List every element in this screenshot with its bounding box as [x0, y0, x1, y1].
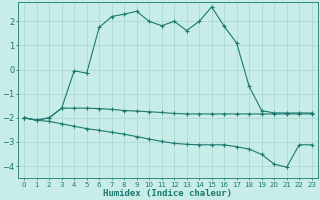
X-axis label: Humidex (Indice chaleur): Humidex (Indice chaleur)	[103, 189, 232, 198]
